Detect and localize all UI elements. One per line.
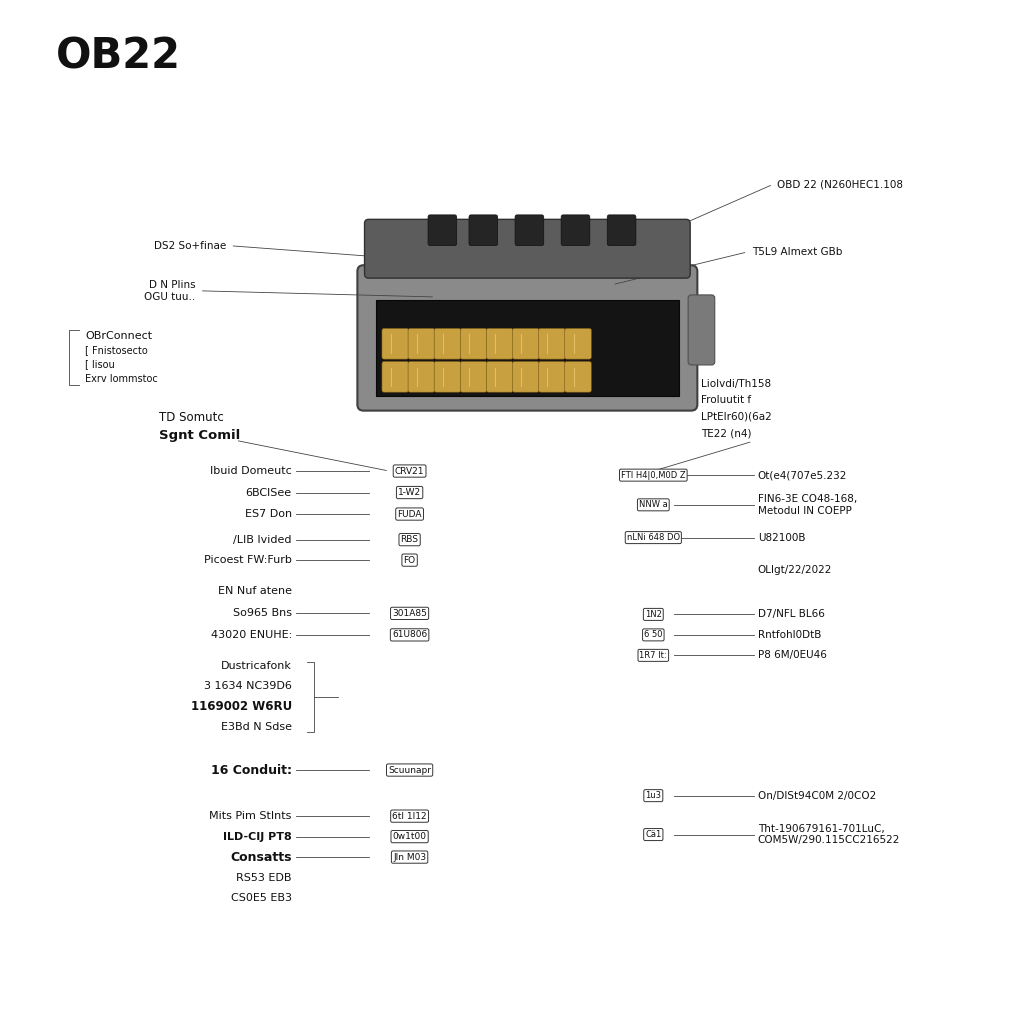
- Text: RntfohI0DtB: RntfohI0DtB: [758, 630, 821, 640]
- Text: RS53 EDB: RS53 EDB: [237, 872, 292, 883]
- FancyBboxPatch shape: [434, 361, 461, 392]
- Text: [ Fnistosecto: [ Fnistosecto: [85, 345, 147, 355]
- Text: Froluutit f: Froluutit f: [701, 395, 752, 406]
- Text: 1169002 W6RU: 1169002 W6RU: [190, 700, 292, 713]
- Text: 0w1t00: 0w1t00: [392, 833, 427, 841]
- Text: Mits Pim StInts: Mits Pim StInts: [210, 811, 292, 821]
- FancyBboxPatch shape: [561, 215, 590, 246]
- Text: 1N2: 1N2: [645, 610, 662, 618]
- Text: NNW a: NNW a: [639, 501, 668, 509]
- FancyBboxPatch shape: [688, 295, 715, 365]
- Text: RBS: RBS: [400, 536, 419, 544]
- Text: nLNi 648 DO: nLNi 648 DO: [627, 534, 680, 542]
- Text: OBD 22 (N260HEC1.108: OBD 22 (N260HEC1.108: [777, 179, 903, 189]
- Text: So965 Bns: So965 Bns: [232, 608, 292, 618]
- FancyBboxPatch shape: [512, 329, 539, 359]
- Text: LioIvdi/Th158: LioIvdi/Th158: [701, 379, 771, 389]
- Text: Ot(e4(707e5.232: Ot(e4(707e5.232: [758, 470, 847, 480]
- Text: U82100B: U82100B: [758, 532, 805, 543]
- Text: 6 50: 6 50: [644, 631, 663, 639]
- Text: On/DISt94C0M 2/0CO2: On/DISt94C0M 2/0CO2: [758, 791, 876, 801]
- Text: JIn M03: JIn M03: [393, 853, 426, 861]
- FancyBboxPatch shape: [607, 215, 636, 246]
- Text: 1-W2: 1-W2: [398, 488, 421, 497]
- Text: 61U806: 61U806: [392, 631, 427, 639]
- Text: 301A85: 301A85: [392, 609, 427, 617]
- Text: Dustricafonk: Dustricafonk: [221, 660, 292, 671]
- Text: Consatts: Consatts: [230, 851, 292, 863]
- FancyBboxPatch shape: [408, 329, 435, 359]
- Text: EN Nuf atene: EN Nuf atene: [218, 586, 292, 596]
- Text: Exrv Iommstoc: Exrv Iommstoc: [85, 374, 158, 384]
- FancyBboxPatch shape: [539, 361, 565, 392]
- FancyBboxPatch shape: [539, 329, 565, 359]
- FancyBboxPatch shape: [512, 361, 539, 392]
- FancyBboxPatch shape: [461, 361, 487, 392]
- Text: [ lisou: [ lisou: [85, 359, 115, 370]
- Text: 16 Conduit:: 16 Conduit:: [211, 764, 292, 776]
- Text: CS0E5 EB3: CS0E5 EB3: [230, 893, 292, 903]
- FancyBboxPatch shape: [357, 265, 697, 411]
- Text: Picoest FW:Furb: Picoest FW:Furb: [204, 555, 292, 565]
- Text: FIN6-3E CO48-168,
MetoduI IN COEPP: FIN6-3E CO48-168, MetoduI IN COEPP: [758, 494, 857, 516]
- Text: TE22 (n4): TE22 (n4): [701, 428, 752, 438]
- Text: Scuunapr: Scuunapr: [388, 766, 431, 774]
- FancyBboxPatch shape: [434, 329, 461, 359]
- Text: LPtEIr60)(6a2: LPtEIr60)(6a2: [701, 412, 772, 422]
- Text: E3Bd N Sdse: E3Bd N Sdse: [221, 722, 292, 732]
- Text: Sgnt Comil: Sgnt Comil: [159, 429, 240, 441]
- Text: D7/NFL BL66: D7/NFL BL66: [758, 609, 824, 620]
- Text: 1R7 It:: 1R7 It:: [640, 651, 667, 659]
- FancyBboxPatch shape: [565, 361, 592, 392]
- Text: 3 1634 NC39D6: 3 1634 NC39D6: [204, 681, 292, 691]
- Text: ILD-CIJ PT8: ILD-CIJ PT8: [223, 831, 292, 842]
- FancyBboxPatch shape: [408, 361, 435, 392]
- Text: CRV21: CRV21: [395, 467, 424, 475]
- Text: /LIB Ivided: /LIB Ivided: [233, 535, 292, 545]
- Text: Ibuid Domeutc: Ibuid Domeutc: [210, 466, 292, 476]
- Text: T5L9 Almext GBb: T5L9 Almext GBb: [752, 247, 842, 257]
- Text: OBrConnect: OBrConnect: [85, 331, 153, 341]
- Text: 6tl 1l12: 6tl 1l12: [392, 812, 427, 820]
- Text: TD Somutc: TD Somutc: [159, 412, 223, 424]
- FancyBboxPatch shape: [461, 329, 487, 359]
- FancyBboxPatch shape: [428, 215, 457, 246]
- Text: DS2 So+finae: DS2 So+finae: [154, 241, 226, 251]
- Text: OB22: OB22: [56, 36, 181, 78]
- FancyBboxPatch shape: [486, 361, 513, 392]
- Text: P8 6M/0EU46: P8 6M/0EU46: [758, 650, 826, 660]
- FancyBboxPatch shape: [515, 215, 544, 246]
- FancyBboxPatch shape: [486, 329, 513, 359]
- Text: FUDA: FUDA: [397, 510, 422, 518]
- Text: FTI H4|0,M0D Z: FTI H4|0,M0D Z: [621, 471, 686, 479]
- FancyBboxPatch shape: [565, 329, 592, 359]
- FancyBboxPatch shape: [365, 219, 690, 279]
- FancyBboxPatch shape: [382, 361, 409, 392]
- Text: 1u3: 1u3: [645, 792, 662, 800]
- Text: FO: FO: [403, 556, 416, 564]
- FancyBboxPatch shape: [469, 215, 498, 246]
- Text: OLlgt/22/2022: OLlgt/22/2022: [758, 565, 833, 575]
- Text: Tht-190679161-701LuC,
COM5W/290.115CC216522: Tht-190679161-701LuC, COM5W/290.115CC216…: [758, 823, 900, 846]
- Text: ES7 Don: ES7 Don: [245, 509, 292, 519]
- Text: 6BClSee: 6BClSee: [246, 487, 292, 498]
- Text: Cä1: Cä1: [645, 830, 662, 839]
- Text: D N Plins
OGU tuu..: D N Plins OGU tuu..: [144, 280, 196, 302]
- FancyBboxPatch shape: [382, 329, 409, 359]
- FancyBboxPatch shape: [376, 300, 679, 396]
- Text: 43020 ENUHE:: 43020 ENUHE:: [211, 630, 292, 640]
